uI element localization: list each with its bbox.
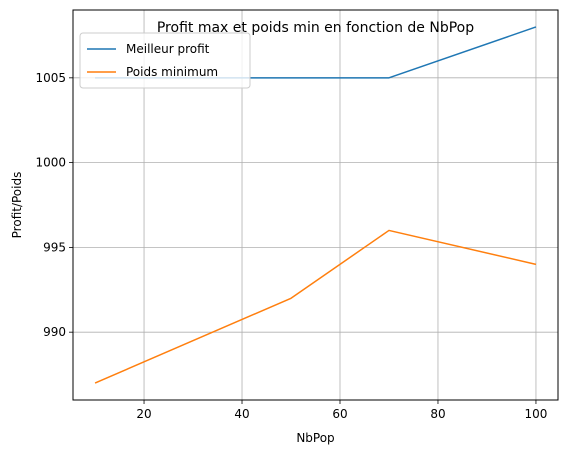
y-axis-label: Profit/Poids [10,172,24,239]
y-tick-label: 1005 [35,71,66,85]
legend-box [79,32,251,89]
x-axis-label: NbPop [296,431,334,445]
x-axis-ticks: 20 40 60 80 100 [136,400,547,421]
x-tick-label: 60 [332,407,347,421]
x-tick-label: 80 [430,407,445,421]
y-axis-ticks: 990 995 1000 1005 [35,71,73,339]
chart-title: Profit max et poids min en fonction de N… [157,20,474,36]
x-tick-label: 20 [136,407,151,421]
y-tick-label: 995 [43,240,66,254]
legend: Meilleur profit Poids minimum [79,32,251,89]
y-tick-label: 990 [43,325,66,339]
legend-label-poids-minimum: Poids minimum [126,65,218,79]
plot-frame [72,9,559,401]
x-tick-label: 100 [525,407,548,421]
legend-label-meilleur-profit: Meilleur profit [126,42,210,56]
series-line-poids-minimum [94,229,537,384]
y-tick-label: 1000 [35,156,66,170]
x-tick-label: 40 [234,407,249,421]
